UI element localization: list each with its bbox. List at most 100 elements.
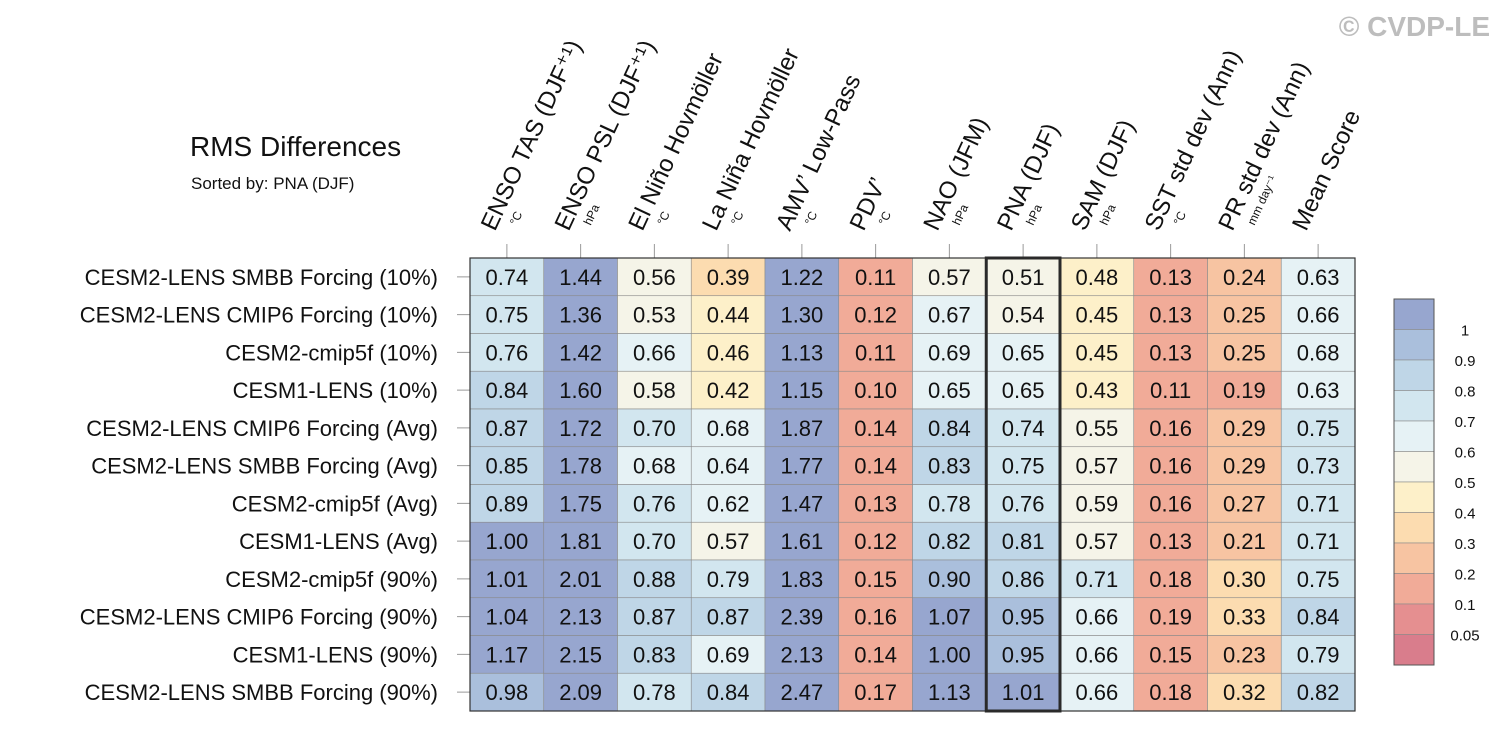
cell-value: 0.66 [633, 340, 676, 365]
cell-value: 2.47 [780, 680, 823, 705]
heatmap-cell [1207, 484, 1282, 523]
cell-value: 0.11 [1150, 378, 1191, 403]
cell-value: 0.87 [707, 605, 750, 630]
heatmap-cell [617, 559, 692, 599]
heatmap-cell [912, 484, 987, 523]
cell-value: 0.83 [928, 454, 971, 479]
row-label: CESM2-LENS SMBB Forcing (90%) [85, 680, 438, 705]
cell-value: 0.45 [1075, 303, 1118, 328]
heatmap-cell [543, 559, 618, 599]
cell-value: 0.57 [707, 529, 750, 554]
cell-value: 0.79 [1297, 642, 1340, 667]
heatmap-cell [543, 408, 618, 448]
heatmap-cell [985, 559, 1061, 599]
cell-value: 2.15 [559, 642, 602, 667]
cell-value: 0.39 [707, 265, 750, 290]
sorted-column-highlight [984, 256, 1062, 713]
legend-swatch [1393, 512, 1435, 544]
heatmap-cell [543, 521, 618, 561]
heatmap-cell [469, 446, 545, 485]
cell-value: 1.01 [485, 567, 528, 592]
column-unit: °C [876, 209, 895, 227]
cell-value: 0.55 [1075, 416, 1118, 441]
cell-value: 0.84 [928, 416, 971, 441]
heatmap-cell [617, 257, 692, 297]
cell-value: 0.18 [1149, 567, 1192, 592]
cell-value: 1.22 [780, 265, 823, 290]
legend-border [1393, 298, 1435, 666]
cell-value: 0.84 [707, 680, 750, 705]
heatmap-cell [543, 370, 618, 410]
heatmap-cell [1280, 672, 1356, 712]
cell-value: 1.30 [780, 303, 823, 328]
heatmap-cell [1280, 597, 1356, 636]
cell-value: 0.29 [1223, 416, 1266, 441]
heatmap-cell [838, 559, 913, 599]
cell-value: 0.74 [485, 265, 528, 290]
cell-value: 0.44 [707, 303, 750, 328]
cell-value: 0.46 [707, 340, 750, 365]
cell-value: 2.09 [559, 680, 602, 705]
heatmap-cell [617, 333, 692, 372]
row-label: CESM1-LENS (10%) [233, 378, 438, 403]
cell-value: 0.90 [928, 567, 971, 592]
heatmap-cell [1207, 408, 1282, 448]
cell-value: 0.95 [1002, 642, 1045, 667]
cell-value: 0.84 [485, 378, 528, 403]
heatmap-cell [1133, 370, 1208, 410]
heatmap-cell [543, 597, 618, 636]
heatmap-cell [1207, 521, 1282, 561]
column-label: Mean Score [1287, 106, 1366, 235]
heatmap-cell [690, 333, 766, 372]
cell-value: 0.75 [1297, 416, 1340, 441]
cell-value: 0.45 [1075, 340, 1118, 365]
cell-value: 0.67 [928, 303, 971, 328]
row-labels: CESM2-LENS SMBB Forcing (10%) CESM2-LENS … [80, 265, 470, 705]
cell-value: 1.75 [559, 491, 602, 516]
cell-value: 1.00 [928, 642, 971, 667]
cell-value: 0.65 [1002, 340, 1045, 365]
cell-value: 0.42 [707, 378, 750, 403]
cell-value: 0.11 [855, 265, 896, 290]
cell-value: 0.13 [1149, 340, 1192, 365]
heatmap-cell [469, 672, 545, 712]
cell-value: 0.75 [1297, 567, 1340, 592]
cell-value: 0.69 [928, 340, 971, 365]
cell-value: 0.75 [1002, 454, 1045, 479]
cell-value: 0.81 [1002, 529, 1045, 554]
legend-label: 0.05 [1450, 628, 1479, 645]
chart-subtitle: Sorted by: PNA (DJF) [191, 174, 354, 193]
heatmap-cell [838, 257, 913, 297]
heatmap-cell [838, 635, 913, 674]
heatmap-cell [912, 257, 987, 297]
row-label: CESM2-LENS SMBB Forcing (10%) [85, 265, 438, 290]
row-label: CESM1-LENS (90%) [233, 642, 438, 667]
heatmap-cell [1059, 484, 1135, 523]
cell-value: 0.14 [854, 642, 897, 667]
heatmap-cell [912, 408, 987, 448]
heatmap-cell [1133, 333, 1208, 372]
row-label: CESM2-LENS CMIP6 Forcing (Avg) [86, 416, 438, 441]
legend-label: 0.7 [1455, 414, 1476, 431]
heatmap-cell [912, 597, 987, 636]
cell-value: 0.25 [1223, 340, 1266, 365]
heatmap-cell [1059, 635, 1135, 674]
heatmap-cell [1133, 559, 1208, 599]
cell-value: 0.13 [854, 491, 897, 516]
cell-value: 0.63 [1297, 265, 1340, 290]
cell-value: 0.17 [854, 680, 897, 705]
cell-value: 0.19 [1223, 378, 1266, 403]
cell-value: 0.71 [1297, 529, 1340, 554]
heatmap-cell [1059, 295, 1135, 334]
heatmap-cell [985, 257, 1061, 297]
heatmap-cell [764, 333, 840, 372]
heatmap-cell [1133, 521, 1208, 561]
cell-value: 0.12 [854, 529, 897, 554]
cell-value: 0.78 [928, 491, 971, 516]
cell-value: 0.27 [1223, 491, 1266, 516]
cell-value: 0.18 [1149, 680, 1192, 705]
cell-value: 0.48 [1075, 265, 1118, 290]
cell-value: 0.11 [855, 340, 896, 365]
legend-label: 0.4 [1455, 506, 1476, 523]
heatmap-cell [1133, 295, 1208, 334]
